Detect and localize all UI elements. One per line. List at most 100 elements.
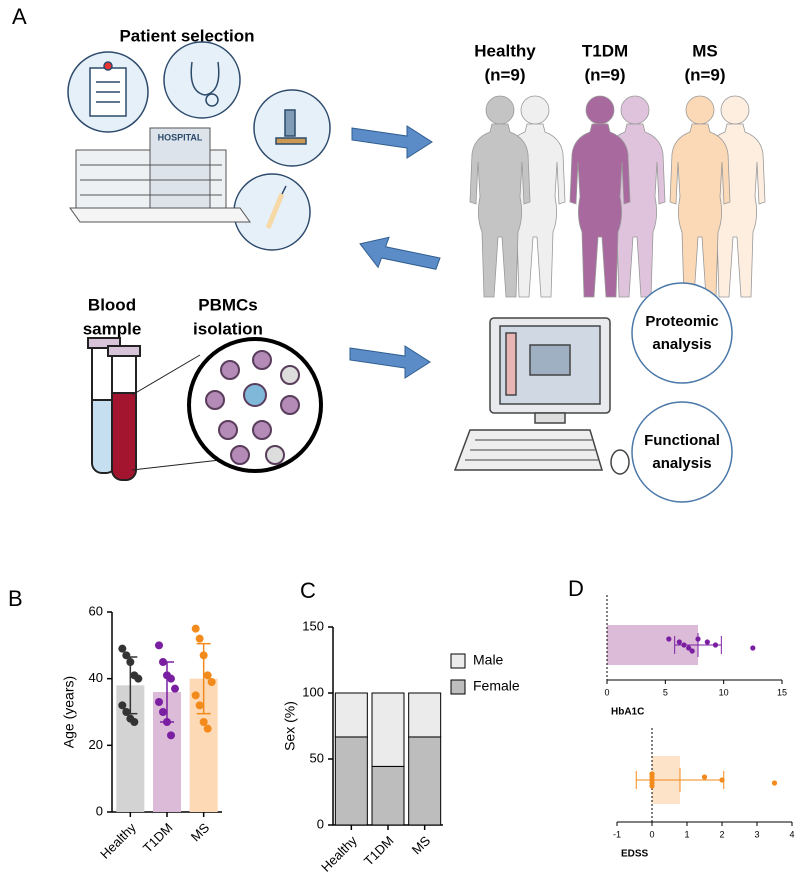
bar-segment xyxy=(408,736,442,826)
x-tick-label: 2 xyxy=(719,829,724,839)
data-point xyxy=(207,678,216,686)
data-point xyxy=(666,636,672,642)
group-name: T1DM xyxy=(582,41,628,60)
data-point xyxy=(719,777,725,783)
data-point xyxy=(701,774,708,780)
data-point xyxy=(122,651,131,660)
x-tick-label: Healthy xyxy=(97,820,139,862)
data-point xyxy=(681,642,687,648)
analysis-circles xyxy=(631,282,733,503)
group-name: MS xyxy=(692,41,718,60)
x-axis-title: HbA1C xyxy=(611,707,644,718)
y-tick-label: 20 xyxy=(89,737,103,752)
data-point xyxy=(118,644,127,653)
x-tick-label: MS xyxy=(409,833,434,858)
analysis-label: Proteomic xyxy=(645,313,718,330)
heading: isolation xyxy=(193,319,263,338)
pbmc-view xyxy=(187,337,323,473)
x-tick-label: T1DM xyxy=(361,833,397,869)
group-n: (n=9) xyxy=(584,65,625,84)
analysis-label: analysis xyxy=(652,455,711,472)
data-point xyxy=(676,639,682,645)
data-point xyxy=(155,641,163,650)
data-point xyxy=(167,731,175,740)
data-point xyxy=(750,645,756,651)
x-tick-label: 0 xyxy=(649,829,654,839)
panel-label: D xyxy=(568,576,584,601)
data-point xyxy=(712,642,719,648)
panel-label: B xyxy=(8,586,23,611)
x-tick-label: 4 xyxy=(789,829,794,839)
y-tick-label: 50 xyxy=(310,750,324,765)
bar-segment xyxy=(408,692,442,738)
data-point xyxy=(704,639,710,645)
bar-segment xyxy=(334,736,368,826)
y-tick-label: 150 xyxy=(302,618,324,633)
data-point xyxy=(649,771,655,777)
heading: PBMCs xyxy=(198,295,258,314)
data-point xyxy=(771,780,778,786)
x-tick-label: -1 xyxy=(613,829,621,839)
legend-label: Male xyxy=(473,652,504,668)
data-point xyxy=(191,691,200,700)
bar-segment xyxy=(371,692,405,767)
hospital-sign: HOSPITAL xyxy=(158,132,203,142)
group-n: (n=9) xyxy=(484,65,525,84)
arrows xyxy=(349,125,442,379)
icons xyxy=(89,61,307,229)
computer xyxy=(453,317,630,475)
tubes xyxy=(87,337,221,481)
x-tick-label: 0 xyxy=(604,687,609,697)
x-tick-label: Healthy xyxy=(318,833,360,875)
data-point xyxy=(118,701,127,710)
data-point xyxy=(134,674,143,683)
y-tick-label: 40 xyxy=(89,670,103,685)
y-tick-label: 0 xyxy=(96,803,103,818)
data-point xyxy=(130,718,139,726)
heading: Blood xyxy=(88,295,136,314)
data-point xyxy=(159,708,167,716)
x-tick-label: T1DM xyxy=(140,820,176,856)
data-point xyxy=(195,634,204,643)
panel-label: C xyxy=(300,578,316,603)
x-tick-label: 10 xyxy=(719,687,729,697)
bar-segment xyxy=(334,692,368,738)
analysis-label: Functional xyxy=(644,432,720,449)
data-point xyxy=(686,645,692,651)
group-name: Healthy xyxy=(474,41,536,60)
data-point xyxy=(155,698,163,706)
data-point xyxy=(695,636,701,642)
heading: Patient selection xyxy=(119,26,254,45)
data-point xyxy=(199,718,208,726)
legend-swatch xyxy=(450,653,466,669)
y-tick-label: 60 xyxy=(89,603,103,618)
y-axis-title: Sex (%) xyxy=(282,701,298,751)
heading: sample xyxy=(83,319,142,338)
x-tick-label: 3 xyxy=(754,829,759,839)
bar-segment xyxy=(371,765,405,826)
x-tick-label: 15 xyxy=(777,687,787,697)
data-point xyxy=(203,724,212,733)
x-axis-title: EDSS xyxy=(621,849,649,860)
legend-swatch xyxy=(450,679,466,695)
panel-label: A xyxy=(12,4,27,29)
hospital xyxy=(69,127,251,223)
legend-label: Female xyxy=(473,678,520,694)
group-n: (n=9) xyxy=(684,65,725,84)
silhouettes xyxy=(469,95,766,298)
data-point xyxy=(167,674,175,683)
x-tick-label: 1 xyxy=(684,829,689,839)
x-tick-label: 5 xyxy=(663,687,668,697)
y-tick-label: 0 xyxy=(317,816,324,831)
data-point xyxy=(122,708,131,716)
x-tick-label: MS xyxy=(188,820,213,845)
data-point xyxy=(203,671,212,680)
analysis-label: analysis xyxy=(652,336,711,353)
data-point xyxy=(191,624,200,633)
data-point xyxy=(649,783,655,789)
y-axis-title: Age (years) xyxy=(61,676,77,748)
y-tick-label: 100 xyxy=(302,684,324,699)
data-point xyxy=(195,701,204,710)
data-point xyxy=(689,648,695,654)
